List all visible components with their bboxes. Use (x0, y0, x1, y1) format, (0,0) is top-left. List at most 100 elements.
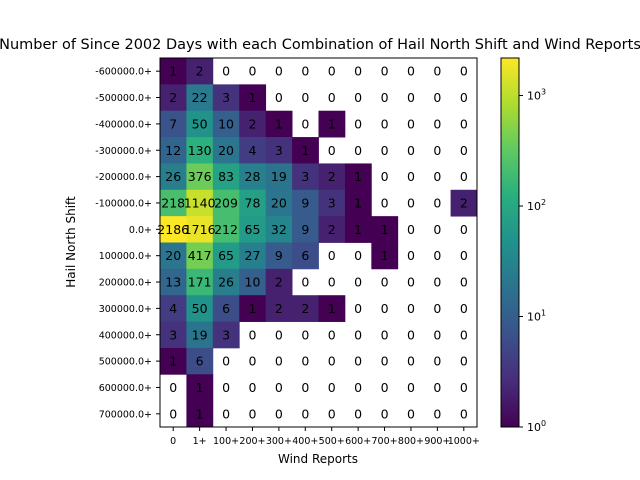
cell-value-label: 6 (222, 301, 230, 316)
heatmap-cell (186, 400, 214, 428)
cell-value-label: 0 (328, 406, 336, 421)
heatmap-cell (344, 189, 372, 217)
colorbar-ticks: 100 101 102 103 (519, 88, 546, 434)
heatmap-cell (186, 163, 214, 191)
cell-value-label: 0 (460, 354, 468, 369)
cell-value-label: 0 (433, 169, 441, 184)
cell-value-label: 0 (407, 222, 415, 237)
cell-value-label: 13 (165, 275, 181, 290)
cell-value-label: 0 (301, 354, 309, 369)
cell-value-label: 0 (301, 380, 309, 395)
colorbar-tick-label: 100 (527, 419, 546, 434)
cell-value-label: 0 (407, 90, 415, 105)
heatmap-cell (160, 295, 187, 322)
cell-value-label: 0 (354, 275, 362, 290)
cell-value-label: 0 (433, 275, 441, 290)
heatmap-cell (318, 163, 346, 191)
heatmap-cell (160, 163, 187, 191)
heatmap-cell (212, 268, 240, 296)
cell-value-label: 0 (381, 64, 389, 79)
cell-value-label: 0 (460, 248, 468, 263)
heatmap-cell (186, 189, 214, 217)
heatmap-cell (160, 347, 187, 375)
cell-value-label: 0 (433, 143, 441, 158)
cell-value-label: 0 (460, 90, 468, 105)
cell-value-label: 1 (196, 406, 204, 421)
cell-value-label: 0 (460, 222, 468, 237)
cell-value-label: 1 (328, 116, 336, 131)
cell-value-label: 0 (433, 64, 441, 79)
heatmap-cell (186, 137, 214, 164)
heatmap-cell (265, 163, 293, 191)
cell-value-label: 0 (248, 354, 256, 369)
cell-value-label: 1140 (184, 195, 216, 210)
cell-value-label: 0 (433, 195, 441, 210)
cell-value-label: 2 (248, 116, 256, 131)
cell-value-label: 22 (192, 90, 208, 105)
cell-value-label: 0 (381, 354, 389, 369)
heatmap-cell (186, 58, 214, 85)
heatmap-cell (239, 189, 267, 217)
colorbar-tick-label: 102 (527, 198, 546, 213)
colorbar-tick-label: 101 (527, 309, 546, 324)
cell-value-label: 0 (354, 90, 362, 105)
heatmap-cell (344, 216, 372, 243)
cell-value-label: 3 (222, 90, 230, 105)
heatmap-cell (186, 110, 214, 138)
cell-value-label: 65 (245, 222, 261, 237)
cell-value-label: 1 (275, 116, 283, 131)
cell-value-label: 417 (188, 248, 212, 263)
y-tick-label: 500000.0+ (99, 357, 152, 368)
cell-value-label: 26 (218, 275, 234, 290)
cell-value-label: 1 (354, 195, 362, 210)
y-tick-label: 200000.0+ (99, 278, 152, 289)
heatmap-cell (212, 110, 240, 138)
cell-value-label: 1 (196, 380, 204, 395)
cell-value-label: 0 (328, 327, 336, 342)
cell-value-label: 2 (196, 64, 204, 79)
heatmap-cell (371, 242, 399, 270)
cell-value-label: 9 (275, 248, 283, 263)
cell-value-label: 0 (328, 90, 336, 105)
cell-value-label: 0 (381, 90, 389, 105)
heatmap-cell (160, 321, 187, 349)
y-axis-label: Hail North Shift (64, 196, 78, 288)
cell-value-label: 0 (275, 327, 283, 342)
cell-value-label: 7 (169, 116, 177, 131)
x-tick-label: 900+ (424, 436, 450, 447)
cell-value-label: 2 (328, 169, 336, 184)
heatmap-cell (186, 216, 214, 243)
plot-frame (159, 57, 478, 428)
heatmap-cell (371, 216, 399, 243)
cell-value-label: 0 (433, 380, 441, 395)
cell-value-label: 0 (460, 380, 468, 395)
heatmap-cell (186, 242, 214, 270)
heatmap-cell (239, 137, 267, 164)
cell-value-label: 0 (328, 143, 336, 158)
heatmap-cell (265, 268, 293, 296)
cell-value-label: 209 (214, 195, 238, 210)
heatmap-cell-labels: 1 2 0 0 0 0 0 0 0 0 0 02 22 3 1 0 0 0 0 0 0 0 07 50 10 2 1 0 1 0 0 0 0 01… (157, 64, 468, 422)
cell-value-label: 78 (245, 195, 261, 210)
heatmap-cell (160, 268, 187, 296)
cell-value-label: 0 (328, 248, 336, 263)
cell-value-label: 1 (354, 222, 362, 237)
heatmap-cell (344, 163, 372, 191)
cell-value-label: 0 (275, 406, 283, 421)
cell-value-label: 12 (165, 143, 181, 158)
colorbar-tick-label: 103 (527, 88, 546, 103)
x-tick-label: 400+ (292, 436, 318, 447)
heatmap-cell (292, 163, 319, 191)
heatmap-cell (265, 216, 293, 243)
cell-value-label: 6 (196, 354, 204, 369)
cell-value-label: 4 (169, 301, 177, 316)
cell-value-label: 3 (169, 327, 177, 342)
cell-value-label: 0 (407, 116, 415, 131)
y-tick-label: 0.0+ (129, 225, 152, 236)
chart-title: Number of Since 2002 Days with each Comb… (0, 37, 640, 53)
cell-value-label: 9 (301, 195, 309, 210)
y-tick-label: -200000.0+ (95, 172, 152, 183)
cell-value-label: 0 (407, 248, 415, 263)
cell-value-label: 0 (460, 406, 468, 421)
cell-value-label: 10 (245, 275, 261, 290)
